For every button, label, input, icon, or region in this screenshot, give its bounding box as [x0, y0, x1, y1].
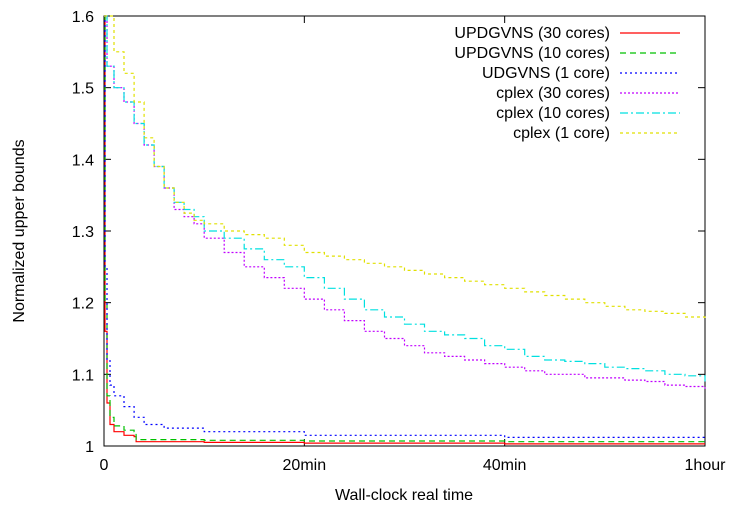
y-tick-label: 1.2	[72, 296, 94, 313]
legend-label: UDGVNS (1 core)	[482, 65, 610, 82]
legend: UPDGVNS (30 cores) UPDGVNS (10 cores) UDGV…	[454, 25, 680, 142]
legend-label: cplex (30 cores)	[496, 85, 610, 102]
series-line-6	[104, 15, 706, 321]
legend-label: UPDGVNS (30 cores)	[454, 25, 610, 42]
y-axis-label: Normalized upper bounds	[11, 139, 28, 322]
legend-label: cplex (1 core)	[513, 125, 610, 142]
x-tick-label: 40min	[483, 457, 527, 474]
series-line-3	[104, 15, 706, 439]
series-line-5	[104, 15, 706, 382]
y-tick-label: 1.6	[72, 9, 94, 26]
legend-label: cplex (10 cores)	[496, 105, 610, 122]
x-tick-label: 0	[100, 457, 109, 474]
plot-frame	[103, 15, 706, 447]
legend-label: UPDGVNS (10 cores)	[454, 45, 610, 62]
x-axis: 0 20min 40min 1hour	[100, 16, 727, 474]
series-line-1	[104, 15, 705, 445]
x-axis-label: Wall-clock real time	[335, 487, 473, 504]
y-tick-label: 1.4	[72, 152, 94, 169]
y-tick-label: 1.1	[72, 367, 94, 384]
series-layer	[104, 15, 706, 445]
y-tick-label: 1.3	[72, 224, 94, 241]
x-tick-label: 20min	[283, 457, 327, 474]
y-tick-label: 1	[85, 439, 94, 456]
x-tick-label: 1hour	[685, 457, 727, 474]
series-line-2	[104, 15, 705, 443]
series-line-4	[104, 15, 706, 389]
y-tick-label: 1.5	[72, 81, 94, 98]
y-axis: 1 1.1 1.2 1.3 1.4 1.5 1.6	[72, 9, 705, 456]
plot-area-border	[103, 15, 706, 447]
